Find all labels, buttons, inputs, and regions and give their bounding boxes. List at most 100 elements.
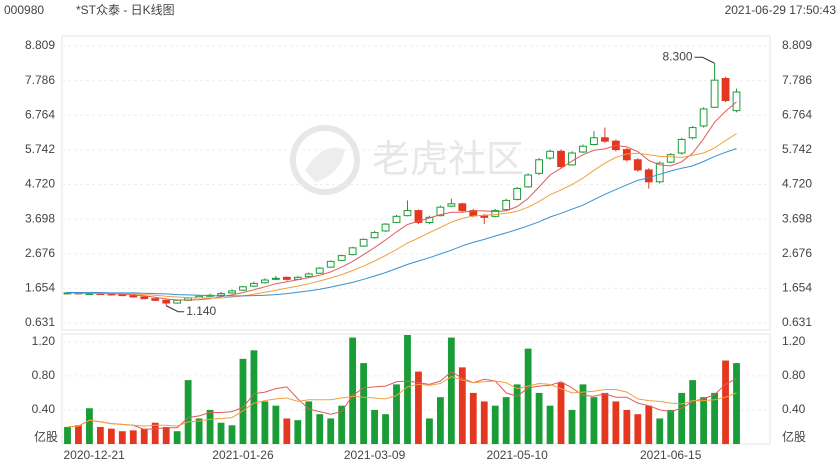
volume-bar xyxy=(64,426,71,444)
annotation-leader xyxy=(165,305,185,313)
volume-tick-label-right: 1.20 xyxy=(782,334,806,348)
watermark: 老虎社区 xyxy=(290,125,524,195)
volume-bar xyxy=(623,409,631,444)
candle-body xyxy=(250,282,258,287)
volume-unit-right: 亿股 xyxy=(782,429,806,444)
volume-bar xyxy=(656,418,664,444)
volume-bar xyxy=(535,392,543,444)
volume-bar xyxy=(733,363,740,444)
stock-code: 000980 xyxy=(4,3,44,17)
y-tick-label-right: 7.786 xyxy=(782,73,812,87)
volume-bar xyxy=(601,392,609,444)
volume-bar xyxy=(184,380,192,444)
chart-title: *ST众泰 - 日K线图 xyxy=(76,3,175,17)
volume-bar xyxy=(667,409,675,444)
watermark-text: 老虎社区 xyxy=(372,139,524,181)
volume-bar xyxy=(502,397,510,444)
y-tick-label-right: 3.698 xyxy=(782,211,812,225)
candle-body xyxy=(348,247,357,256)
y-tick-label: 8.809 xyxy=(25,38,55,52)
ma-line xyxy=(67,148,737,297)
volume-bar xyxy=(557,382,565,444)
candle-body xyxy=(282,276,291,280)
volume-bar xyxy=(75,425,82,444)
volume-bar xyxy=(228,425,236,444)
volume-tick-label-right: 0.40 xyxy=(782,402,806,416)
candle-body xyxy=(217,293,225,296)
volume-bar xyxy=(338,405,346,444)
volume-bar xyxy=(239,358,247,444)
volume-bar xyxy=(590,397,598,444)
candle-body xyxy=(458,203,467,212)
candle-body xyxy=(491,210,500,217)
annotation-label: 8.300 xyxy=(663,49,693,63)
volume-bar xyxy=(305,401,313,444)
volume-tick-label: 0.40 xyxy=(32,402,56,416)
candle-body xyxy=(271,277,280,280)
candle-body xyxy=(414,210,423,223)
annotation-leader xyxy=(694,56,715,64)
volume-bar xyxy=(173,431,181,444)
volume-bar xyxy=(436,397,444,444)
ma-line xyxy=(67,101,737,301)
volume-tick-label: 1.20 xyxy=(32,334,56,348)
candle-body xyxy=(370,232,379,239)
candle-body xyxy=(535,159,543,174)
volume-bar xyxy=(86,408,93,444)
watermark-logo xyxy=(290,125,360,195)
volume-bar xyxy=(491,405,499,444)
volume-bar xyxy=(426,418,433,444)
candle-body xyxy=(710,79,719,108)
volume-bar xyxy=(316,414,324,444)
volume-bar xyxy=(634,414,642,444)
candle-body xyxy=(337,255,346,261)
volume-bar xyxy=(118,431,126,444)
volume-ma-line xyxy=(67,376,737,428)
candle-body xyxy=(326,260,335,268)
candle-body xyxy=(644,169,653,183)
candle-body xyxy=(129,295,138,298)
candle-body xyxy=(579,145,587,153)
timestamp: 2021-06-29 17:50:43 xyxy=(725,3,837,17)
volume-bar xyxy=(645,405,653,444)
candle-body xyxy=(666,154,675,163)
ma-line xyxy=(67,133,737,299)
volume-bar xyxy=(217,422,225,444)
y-tick-label-right: 0.631 xyxy=(782,315,812,329)
x-tick-label: 2021-03-09 xyxy=(344,448,406,462)
candle-body xyxy=(502,199,511,211)
volume-bar xyxy=(469,392,477,444)
volume-bar xyxy=(711,392,718,444)
y-tick-label: 2.676 xyxy=(25,246,55,260)
candle-body xyxy=(633,159,642,171)
volume-bar xyxy=(250,350,258,444)
volume-bar xyxy=(140,428,148,444)
candle-body xyxy=(239,286,247,291)
volume-bar xyxy=(722,360,729,444)
volume-bar xyxy=(612,401,620,444)
y-tick-label-right: 5.742 xyxy=(782,142,812,156)
x-tick-label: 2021-01-26 xyxy=(212,448,274,462)
y-tick-label: 4.720 xyxy=(25,177,55,191)
candle-body xyxy=(315,267,324,274)
price-frame xyxy=(61,35,771,331)
volume-bar xyxy=(272,405,280,444)
volume-bar xyxy=(283,418,291,444)
volume-bar xyxy=(294,420,302,444)
volume-bar xyxy=(404,335,411,444)
volume-bar xyxy=(458,367,466,444)
y-tick-label-right: 8.809 xyxy=(782,38,812,52)
volume-unit: 亿股 xyxy=(34,429,58,444)
volume-bar xyxy=(513,384,521,444)
volume-bar xyxy=(96,426,104,444)
volume-bar xyxy=(261,401,269,444)
volume-bar xyxy=(151,422,159,444)
y-tick-label: 6.764 xyxy=(25,107,55,121)
candle-body xyxy=(403,210,412,217)
y-tick-label: 3.698 xyxy=(25,211,55,225)
y-tick-label: 1.654 xyxy=(25,281,55,295)
candle-body xyxy=(151,298,160,301)
y-tick-label-right: 2.676 xyxy=(782,246,812,260)
volume-bar xyxy=(480,401,488,444)
